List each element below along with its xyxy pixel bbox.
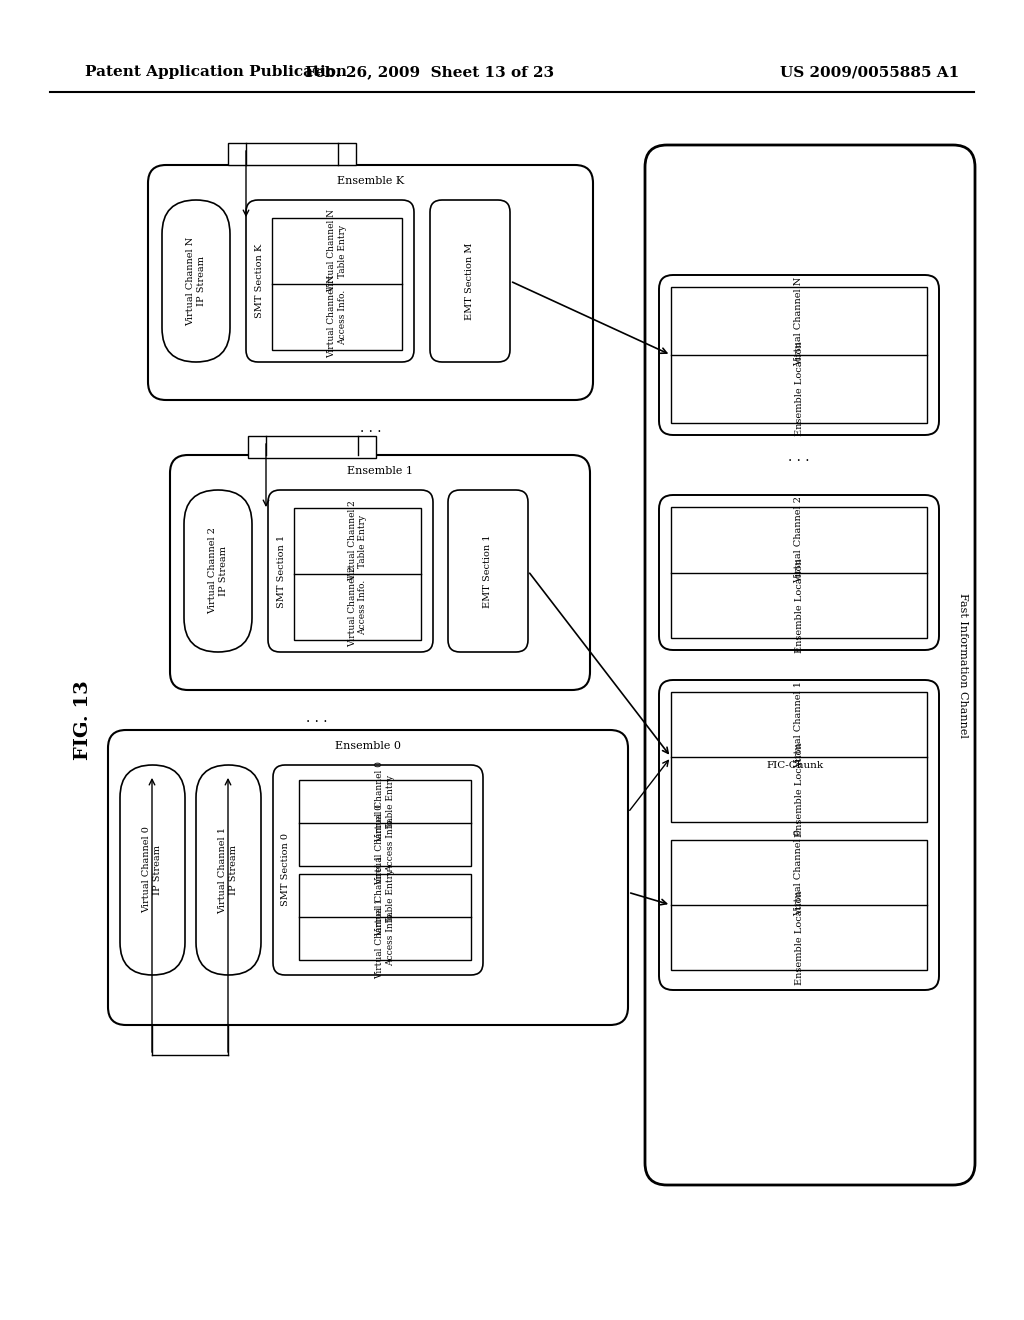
Text: US 2009/0055885 A1: US 2009/0055885 A1 xyxy=(780,65,959,79)
Text: Fast Information Channel: Fast Information Channel xyxy=(958,593,968,738)
Text: Feb. 26, 2009  Sheet 13 of 23: Feb. 26, 2009 Sheet 13 of 23 xyxy=(305,65,555,79)
Text: SMT Section K: SMT Section K xyxy=(255,244,263,318)
Text: Virtual Channel N
Table Entry: Virtual Channel N Table Entry xyxy=(328,210,347,293)
Text: FIC-Chunk: FIC-Chunk xyxy=(766,760,823,770)
Bar xyxy=(671,840,927,970)
Text: Virtual Channel 0
Table Entry: Virtual Channel 0 Table Entry xyxy=(376,762,394,842)
Text: Virtual Channel 1: Virtual Channel 1 xyxy=(795,681,804,768)
FancyBboxPatch shape xyxy=(184,490,252,652)
FancyBboxPatch shape xyxy=(246,201,414,362)
FancyBboxPatch shape xyxy=(273,766,483,975)
FancyBboxPatch shape xyxy=(430,201,510,362)
Text: Virtual Channel 0
IP Stream: Virtual Channel 0 IP Stream xyxy=(142,826,162,913)
Text: Ensemble Location: Ensemble Location xyxy=(795,890,804,985)
Text: Virtual Channel 1
Table Entry: Virtual Channel 1 Table Entry xyxy=(376,855,394,936)
Text: Virtual Channel N
Access Info.: Virtual Channel N Access Info. xyxy=(328,276,347,359)
Text: . . .: . . . xyxy=(306,711,328,725)
Text: Virtual Channel 0: Virtual Channel 0 xyxy=(795,829,804,916)
Text: Virtual Channel 0
Access Info.: Virtual Channel 0 Access Info. xyxy=(376,804,394,884)
Text: Ensemble 0: Ensemble 0 xyxy=(335,741,401,751)
Text: Ensemble Location: Ensemble Location xyxy=(795,742,804,837)
Text: . . .: . . . xyxy=(788,450,810,465)
FancyBboxPatch shape xyxy=(108,730,628,1026)
Bar xyxy=(228,143,356,165)
Text: Virtual Channel N
IP Stream: Virtual Channel N IP Stream xyxy=(186,236,206,326)
FancyBboxPatch shape xyxy=(196,766,261,975)
Bar xyxy=(299,874,471,960)
FancyBboxPatch shape xyxy=(659,275,939,436)
FancyBboxPatch shape xyxy=(148,165,593,400)
Bar xyxy=(671,507,927,638)
Text: Virtual Channel 2
Table Entry: Virtual Channel 2 Table Entry xyxy=(348,500,368,581)
Text: . . .: . . . xyxy=(359,421,381,436)
FancyBboxPatch shape xyxy=(449,490,528,652)
FancyBboxPatch shape xyxy=(170,455,590,690)
FancyBboxPatch shape xyxy=(162,201,230,362)
FancyBboxPatch shape xyxy=(659,680,939,990)
Bar xyxy=(671,286,927,422)
Text: EMT Section M: EMT Section M xyxy=(466,243,474,319)
Text: Virtual Channel 2
IP Stream: Virtual Channel 2 IP Stream xyxy=(208,528,227,615)
Text: Ensemble 1: Ensemble 1 xyxy=(347,466,413,477)
Text: Ensemble K: Ensemble K xyxy=(337,176,404,186)
FancyBboxPatch shape xyxy=(268,490,433,652)
Text: Virtual Channel 2: Virtual Channel 2 xyxy=(795,496,804,583)
Bar xyxy=(671,692,927,822)
Text: FIG. 13: FIG. 13 xyxy=(74,680,92,760)
Bar xyxy=(248,436,376,458)
FancyBboxPatch shape xyxy=(659,495,939,649)
Bar xyxy=(294,508,421,640)
Text: Virtual Channel 1
Access Info.: Virtual Channel 1 Access Info. xyxy=(376,898,394,979)
FancyBboxPatch shape xyxy=(120,766,185,975)
Text: EMT Section 1: EMT Section 1 xyxy=(483,535,493,607)
Text: Patent Application Publication: Patent Application Publication xyxy=(85,65,347,79)
Bar xyxy=(272,218,402,350)
FancyBboxPatch shape xyxy=(645,145,975,1185)
Text: Virtual Channel 2
Access Info.: Virtual Channel 2 Access Info. xyxy=(348,566,368,647)
Text: SMT Section 0: SMT Section 0 xyxy=(282,833,291,907)
Bar xyxy=(299,780,471,866)
Text: Ensemble Location: Ensemble Location xyxy=(795,342,804,437)
Text: Ensemble Location: Ensemble Location xyxy=(795,558,804,652)
Text: SMT Section 1: SMT Section 1 xyxy=(276,535,286,607)
Text: Virtual Channel 1
IP Stream: Virtual Channel 1 IP Stream xyxy=(218,826,238,913)
Text: Virtual Channel N: Virtual Channel N xyxy=(795,276,804,366)
